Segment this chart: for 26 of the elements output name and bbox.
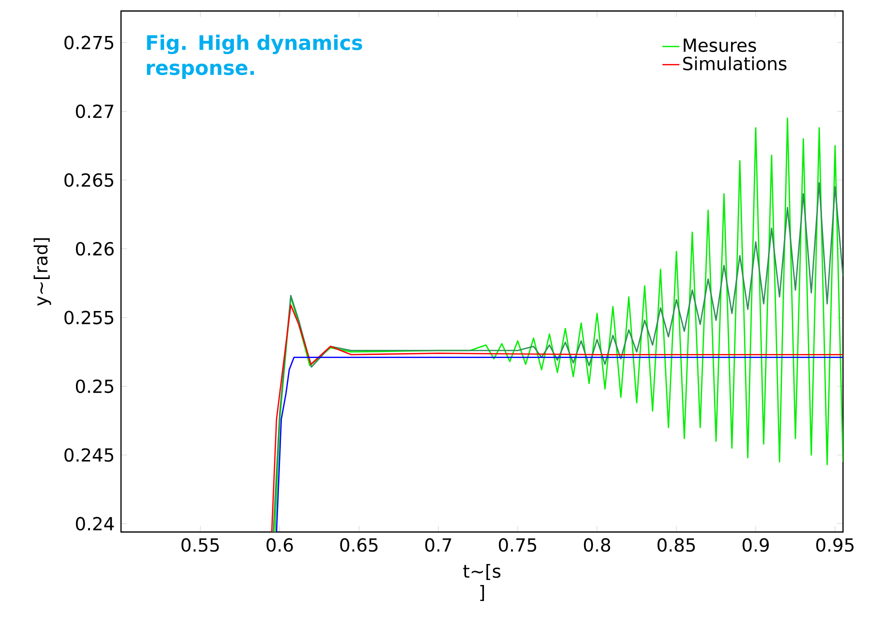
- y-tick-label: 0.27: [76, 104, 114, 118]
- x-tick-label: 0.65: [340, 538, 378, 552]
- legend-label: Mesures: [684, 38, 756, 52]
- x-tick-label: 0.55: [181, 538, 219, 552]
- y-tick-label: 0.24: [76, 516, 114, 531]
- legend-label: Simulations: [683, 56, 786, 70]
- x-tick-label: 0.9: [742, 538, 769, 552]
- line-series: [271, 304, 844, 532]
- line-series: [276, 356, 844, 532]
- y-tick-label: 0.265: [64, 173, 114, 187]
- line-series: [274, 118, 844, 532]
- y-tick-label: 0.245: [64, 448, 114, 462]
- text: Fig. High dynamics response.: [146, 34, 362, 79]
- y-tick-label: 0.25: [76, 379, 114, 394]
- x-tick-label: 0.75: [498, 538, 536, 552]
- y-tick-label: 0.275: [64, 36, 114, 50]
- y-tick-label: 0.26: [76, 242, 114, 256]
- x-tick-label: 0.85: [658, 538, 695, 552]
- y-axis-title: y~[rad]: [34, 238, 52, 306]
- x-tick-label: 0.8: [584, 538, 610, 552]
- x-tick-label: 0.6: [266, 538, 293, 552]
- y-tick-label: 0.255: [64, 310, 114, 324]
- x-tick-label: 0.95: [816, 538, 854, 552]
- x-tick-label: 0.7: [425, 538, 452, 552]
- line-series: [272, 182, 844, 532]
- x-axis-title: t~[s ]: [463, 564, 500, 602]
